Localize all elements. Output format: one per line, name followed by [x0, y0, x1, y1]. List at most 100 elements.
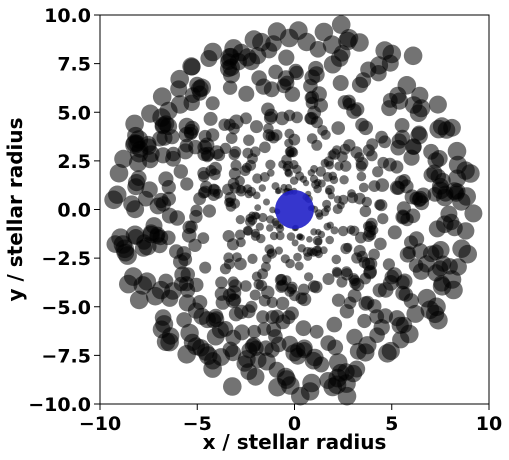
particle-point: [315, 166, 326, 177]
particle-point: [412, 243, 429, 259]
particle-point: [302, 179, 310, 187]
particle-point: [276, 279, 289, 292]
particle-point: [205, 96, 220, 111]
particle-point: [219, 263, 232, 275]
particle-point: [200, 50, 218, 67]
particle-point: [331, 15, 351, 34]
particle-point: [357, 313, 372, 329]
particle-point: [212, 348, 231, 366]
particle-point: [351, 76, 369, 93]
particle-point: [205, 312, 222, 329]
particle-point: [202, 204, 216, 218]
x-tick-label: 5: [385, 413, 398, 435]
particle-point: [449, 258, 467, 276]
particle-point: [369, 327, 385, 344]
particle-point: [249, 289, 261, 301]
particle-point: [271, 182, 280, 191]
particle-point: [108, 185, 127, 204]
y-axis-label: y / stellar radius: [3, 117, 27, 301]
particle-point: [203, 111, 218, 126]
y-tick-label: 2.5: [57, 151, 91, 173]
particle-point: [266, 296, 278, 308]
particle-point: [311, 86, 327, 102]
particle-point: [197, 147, 212, 162]
particle-point: [169, 210, 185, 226]
particle-point: [350, 33, 369, 52]
particle-point: [346, 328, 363, 346]
particle-point: [412, 190, 428, 207]
particle-point: [182, 220, 197, 235]
particle-point: [188, 238, 202, 252]
particle-point: [215, 276, 228, 289]
particle-point: [366, 138, 379, 151]
particle-point: [129, 290, 149, 310]
particle-point: [268, 361, 285, 378]
particle-point: [314, 237, 323, 246]
particle-point: [298, 234, 305, 241]
particle-point: [232, 43, 251, 62]
particle-point: [411, 86, 429, 104]
particle-point: [285, 146, 297, 158]
particle-point: [254, 204, 262, 212]
particle-point: [314, 209, 323, 218]
y-tick-label: 0.0: [57, 200, 91, 222]
x-tick-label: −5: [183, 413, 212, 435]
particle-point: [276, 224, 285, 233]
particle-point: [269, 206, 276, 214]
particle-point: [347, 288, 362, 303]
particle-point: [372, 166, 384, 178]
particle-point: [178, 294, 196, 312]
particle-point: [346, 225, 356, 235]
particle-point: [238, 85, 255, 102]
particle-point: [152, 87, 172, 106]
particle-point: [258, 184, 266, 192]
particle-point: [338, 194, 349, 205]
particle-point: [243, 134, 255, 146]
particle-point: [266, 224, 274, 232]
particle-point: [374, 237, 387, 251]
particle-point: [243, 226, 253, 236]
particle-point: [124, 267, 143, 286]
x-tick-label: 0: [288, 413, 301, 435]
particle-point: [234, 229, 246, 240]
particle-point: [252, 173, 263, 184]
particle-point: [267, 22, 287, 41]
particle-point: [277, 70, 295, 87]
particle-point: [208, 184, 221, 197]
particle-point: [394, 118, 410, 133]
particle-point: [264, 108, 279, 123]
particle-point: [355, 117, 369, 132]
particle-point: [307, 280, 321, 293]
particle-point: [235, 185, 247, 197]
particle-point: [275, 314, 291, 330]
particle-point: [436, 188, 454, 207]
particle-point: [346, 192, 359, 204]
particle-point: [248, 340, 264, 356]
particle-point: [432, 277, 452, 296]
particle-point: [170, 95, 190, 114]
particle-point: [183, 58, 201, 76]
particle-point: [331, 121, 346, 135]
particle-point: [176, 246, 192, 261]
particle-point: [255, 78, 272, 95]
particle-point: [223, 66, 240, 84]
particle-point: [197, 187, 210, 199]
particle-point: [310, 116, 323, 129]
particle-point: [205, 165, 217, 177]
particle-point: [266, 249, 275, 258]
y-tick-label: −7.5: [41, 345, 91, 367]
particle-point: [250, 351, 267, 369]
particle-point: [330, 49, 349, 67]
particle-point: [247, 215, 258, 225]
particle-point: [356, 171, 367, 182]
particle-point: [190, 204, 203, 217]
particle-point: [161, 191, 176, 206]
particle-point: [225, 201, 237, 212]
particle-point: [125, 114, 144, 134]
particle-point: [259, 141, 271, 154]
particle-point: [151, 237, 168, 254]
particle-point: [245, 300, 258, 313]
particle-point: [222, 230, 235, 243]
particle-point: [383, 157, 397, 172]
particle-point: [267, 169, 275, 177]
